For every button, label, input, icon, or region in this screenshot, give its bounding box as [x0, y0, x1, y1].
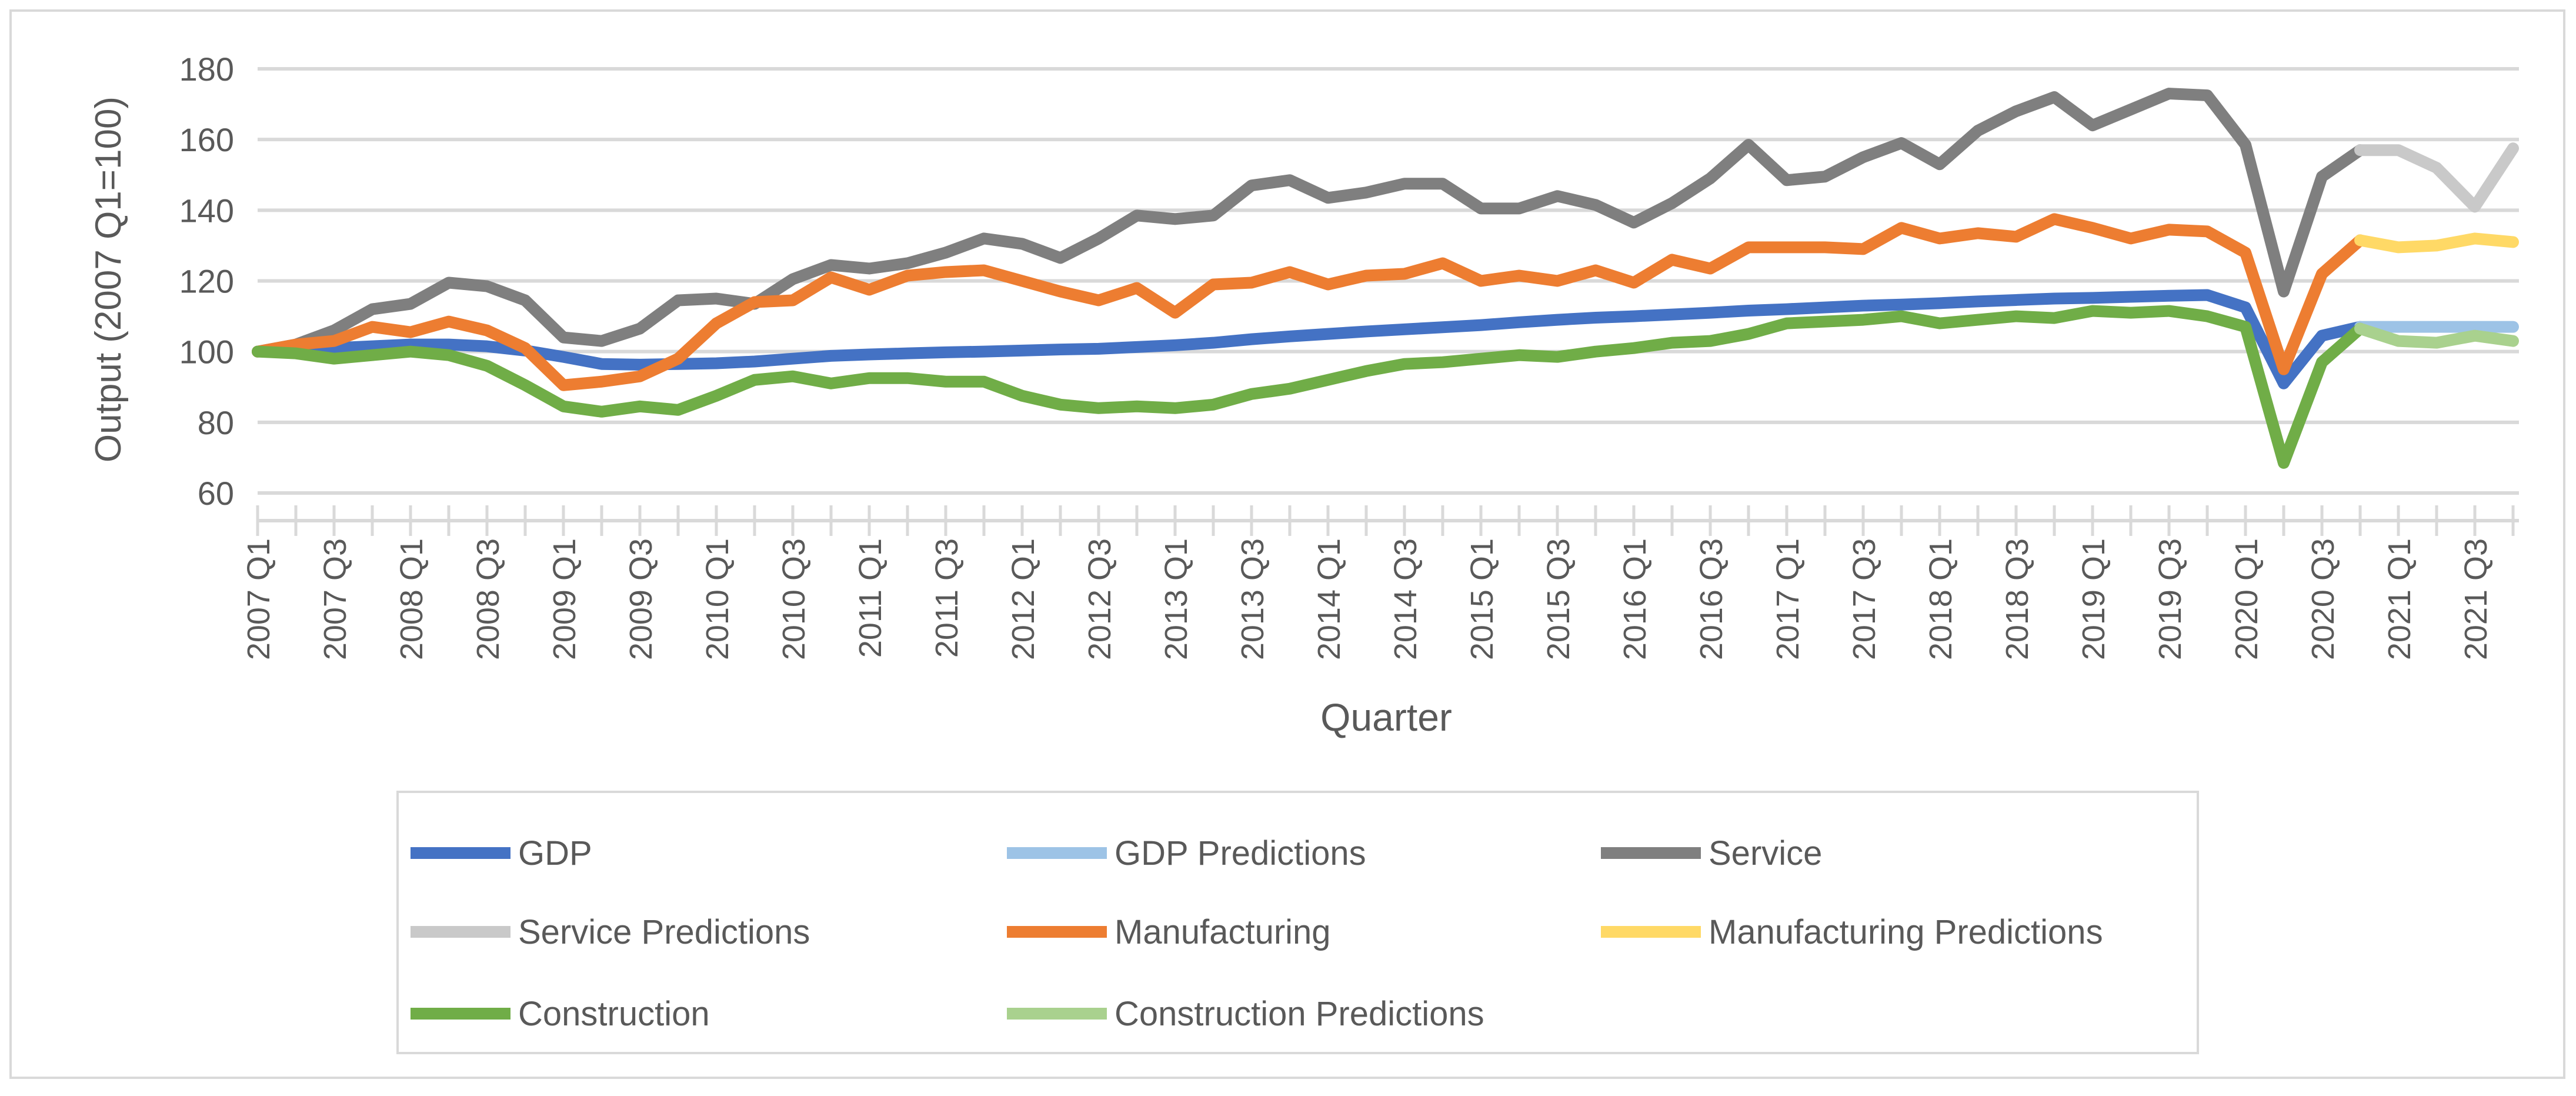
x-tick-label: 2014 Q3	[1388, 538, 1423, 660]
x-tick-label: 2011 Q1	[853, 538, 888, 658]
y-tick-label: 140	[179, 192, 234, 229]
x-tick-label: 2018 Q1	[1923, 538, 1958, 660]
legend-box	[396, 791, 2199, 1054]
x-tick-label: 2013 Q1	[1159, 538, 1194, 660]
legend-item: Construction Predictions	[1007, 995, 1484, 1033]
x-tick-label: 2021 Q3	[2458, 538, 2494, 660]
x-tick-label: 2013 Q3	[1235, 538, 1270, 660]
x-tick-label: 2015 Q1	[1464, 538, 1500, 660]
x-tick-label: 2016 Q1	[1617, 538, 1653, 660]
series-line-service	[252, 88, 2366, 358]
y-tick-label: 100	[179, 334, 234, 371]
legend-item: Manufacturing	[1007, 913, 1331, 951]
x-tick-label: 2010 Q3	[776, 538, 812, 660]
x-tick-label: 2012 Q3	[1082, 538, 1117, 660]
y-axis-title: Output (2007 Q1=100)	[88, 96, 129, 462]
legend: GDP GDP Predictions Service Service Predict…	[411, 834, 2103, 1033]
x-tick-label: 2007 Q3	[318, 538, 353, 660]
legend-item: Manufacturing Predictions	[1601, 913, 2103, 951]
x-tick-label: 2015 Q3	[1541, 538, 1576, 660]
y-tick-label: 60	[198, 475, 234, 512]
legend-label: GDP Predictions	[1115, 834, 1366, 872]
y-tick-label: 180	[179, 51, 234, 88]
y-tick-label: 120	[179, 263, 234, 300]
x-tick-label: 2016 Q3	[1694, 538, 1729, 660]
series-line-manufacturing	[252, 213, 2366, 391]
x-axis	[256, 505, 2519, 536]
x-tick-label: 2017 Q3	[1847, 538, 1882, 660]
gridlines	[258, 67, 2519, 495]
series-lines	[252, 88, 2519, 469]
x-tick-label: 2020 Q3	[2305, 538, 2341, 660]
x-tick-label: 2011 Q3	[929, 538, 965, 658]
x-tick-label: 2018 Q3	[2000, 538, 2035, 660]
legend-item: Service Predictions	[411, 913, 810, 951]
legend-item: Construction	[411, 995, 710, 1033]
x-tick-label: 2008 Q1	[394, 538, 429, 660]
x-tick-label: 2009 Q1	[547, 538, 582, 660]
series-line-manufacturing-predictions	[2354, 232, 2519, 254]
legend-label: Construction	[518, 995, 710, 1033]
legend-item: GDP Predictions	[1007, 834, 1366, 872]
x-tick-label: 2012 Q1	[1006, 538, 1041, 660]
x-tick-label: 2021 Q1	[2382, 538, 2417, 660]
x-tick-label: 2014 Q1	[1312, 538, 1347, 660]
legend-label: Manufacturing Predictions	[1709, 913, 2103, 951]
legend-item: Service	[1601, 834, 1822, 872]
x-axis-title: Quarter	[1320, 695, 1452, 739]
series-line-gdp	[252, 289, 2366, 389]
x-tick-label: 2020 Q1	[2229, 538, 2264, 660]
legend-label: Manufacturing	[1115, 913, 1331, 951]
y-tick-labels: 60 80 100 120 140 160 180	[179, 51, 234, 512]
legend-label: GDP	[518, 834, 592, 872]
series-line-construction	[252, 305, 2366, 469]
legend-label: Service Predictions	[518, 913, 810, 951]
series-line-construction-predictions	[2354, 322, 2519, 349]
x-tick-label: 2008 Q3	[471, 538, 506, 660]
legend-item: GDP	[411, 834, 592, 872]
x-tick-label: 2007 Q1	[241, 538, 276, 660]
x-tick-label: 2009 Q3	[623, 538, 659, 660]
legend-label: Service	[1709, 834, 1822, 872]
series-line-service-predictions	[2354, 142, 2519, 213]
legend-label: Construction Predictions	[1115, 995, 1484, 1033]
x-tick-labels: 2007 Q1 2007 Q3 2008 Q1 2008 Q3 2009 Q1 2009 …	[241, 538, 2494, 660]
x-tick-label: 2019 Q3	[2153, 538, 2188, 660]
y-tick-label: 80	[198, 404, 234, 441]
y-tick-label: 160	[179, 121, 234, 158]
x-tick-label: 2017 Q1	[1770, 538, 1806, 660]
x-tick-label: 2010 Q1	[700, 538, 735, 660]
x-tick-label: 2019 Q1	[2076, 538, 2111, 660]
